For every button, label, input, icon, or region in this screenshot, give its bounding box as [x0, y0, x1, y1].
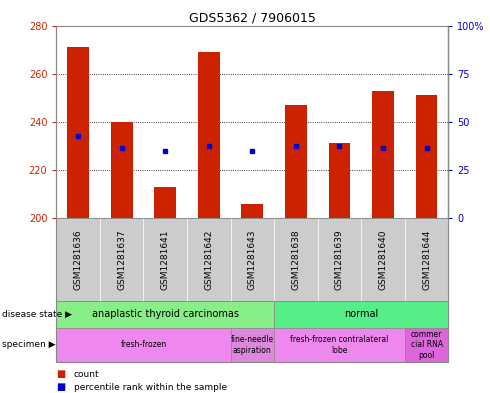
Text: normal: normal	[344, 309, 378, 320]
Text: percentile rank within the sample: percentile rank within the sample	[74, 383, 226, 391]
Text: ■: ■	[56, 382, 66, 392]
Text: fine-needle
aspiration: fine-needle aspiration	[231, 335, 274, 354]
Text: count: count	[74, 370, 99, 378]
Bar	[285, 105, 307, 218]
Text: GSM1281641: GSM1281641	[161, 229, 170, 290]
Text: fresh-frozen: fresh-frozen	[121, 340, 167, 349]
Text: GSM1281638: GSM1281638	[292, 229, 300, 290]
Bar	[329, 143, 350, 218]
Bar	[111, 122, 133, 218]
Text: disease state ▶: disease state ▶	[2, 310, 73, 319]
Text: GSM1281637: GSM1281637	[117, 229, 126, 290]
Text: GSM1281643: GSM1281643	[248, 229, 257, 290]
Text: anaplastic thyroid carcinomas: anaplastic thyroid carcinomas	[92, 309, 239, 320]
Bar	[67, 47, 89, 218]
Bar	[242, 204, 263, 218]
Text: ■: ■	[56, 369, 66, 379]
Text: commer
cial RNA
pool: commer cial RNA pool	[411, 330, 442, 360]
Bar	[372, 90, 394, 218]
Bar	[198, 52, 220, 218]
Text: GSM1281636: GSM1281636	[74, 229, 83, 290]
Text: specimen ▶: specimen ▶	[2, 340, 56, 349]
Text: GSM1281640: GSM1281640	[378, 229, 388, 290]
Text: GSM1281642: GSM1281642	[204, 229, 213, 290]
Text: GSM1281644: GSM1281644	[422, 229, 431, 290]
Text: GSM1281639: GSM1281639	[335, 229, 344, 290]
Text: fresh-frozen contralateral
lobe: fresh-frozen contralateral lobe	[290, 335, 389, 354]
Bar	[154, 187, 176, 218]
Bar	[416, 95, 438, 218]
Title: GDS5362 / 7906015: GDS5362 / 7906015	[189, 11, 316, 24]
